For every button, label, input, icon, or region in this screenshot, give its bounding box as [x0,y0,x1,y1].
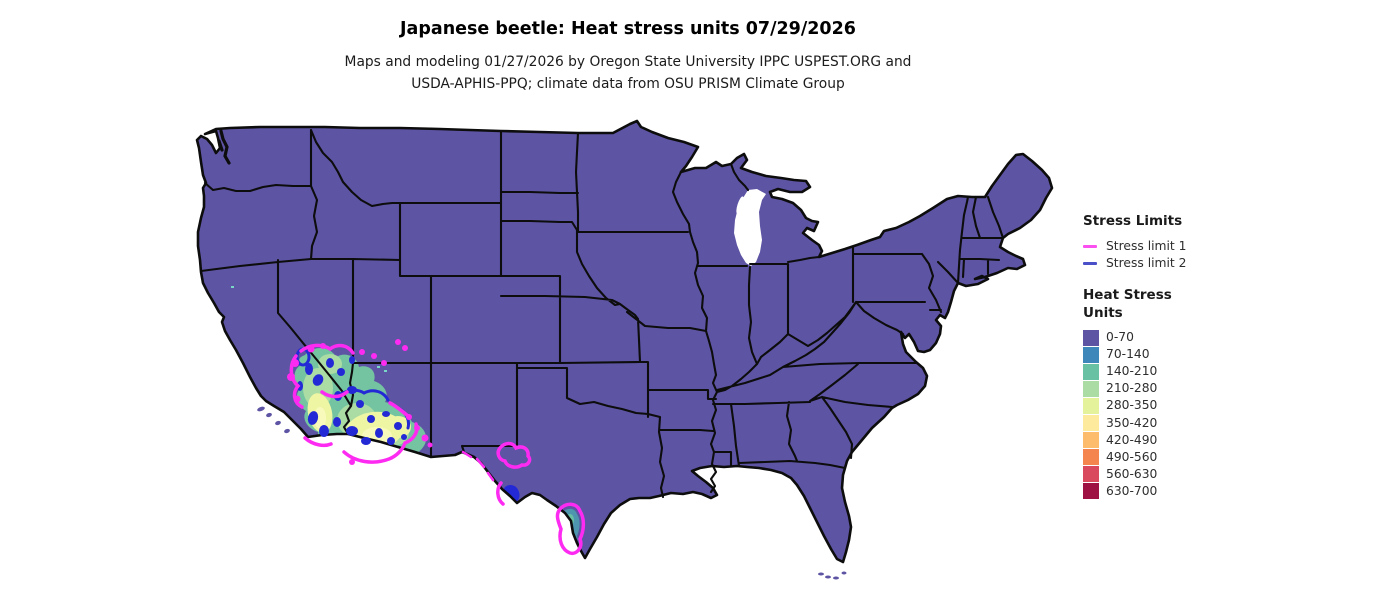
label-490-560: 490-560 [1106,449,1158,464]
stress-limits-heading: Stress Limits [1083,213,1183,229]
label-560-630: 560-630 [1106,466,1158,481]
swatch-350-420 [1083,415,1099,432]
channel-islands [257,406,290,434]
legend-item-stress-limit-2: Stress limit 2 [1083,255,1233,272]
label-630-700: 630-700 [1106,483,1158,498]
state-borders [199,128,1005,499]
page-title: Japanese beetle: Heat stress units 07/29… [400,19,856,39]
swatch-420-490 [1083,432,1099,449]
swatch-210-280 [1083,380,1099,397]
legend: Stress Limits Stress limit 1 Stress limi… [1083,212,1233,500]
label-140-210: 140-210 [1106,364,1158,379]
swatch-280-350 [1083,397,1099,414]
label-70-140: 70-140 [1106,347,1150,362]
swatch-70-140 [1083,346,1099,363]
legend-item-stress-limit-1: Stress limit 1 [1083,238,1233,255]
stress-limit-1-line-swatch [1083,245,1097,248]
florida-keys [818,571,847,580]
heat-stress-units-items: 0-70 70-140 140-210 210-280 280-350 350-… [1083,329,1233,500]
swatch-630-700 [1083,483,1099,500]
header: Japanese beetle: Heat stress units 07/29… [0,16,1256,95]
legend-item-140-210: 140-210 [1083,363,1233,380]
legend-item-490-560: 490-560 [1083,449,1233,466]
label-210-280: 210-280 [1106,381,1158,396]
us-heat-stress-map [183,113,1063,594]
legend-item-70-140: 70-140 [1083,346,1233,363]
heat-stress-units-heading-line2: Units [1083,305,1123,321]
label-350-420: 350-420 [1106,415,1158,430]
hotspot-south-texas-blue [568,541,576,551]
stress-limit-2-label: Stress limit 2 [1106,256,1187,270]
swatch-490-560 [1083,449,1099,466]
puget-sound [217,129,231,165]
page-subtitle-line1: Maps and modeling 01/27/2026 by Oregon S… [344,54,912,70]
label-0-70: 0-70 [1106,330,1134,345]
legend-item-0-70: 0-70 [1083,329,1233,346]
legend-item-280-350: 280-350 [1083,397,1233,414]
stress-limit-1-contours [287,339,586,556]
swatch-140-210 [1083,363,1099,380]
legend-item-630-700: 630-700 [1083,483,1233,500]
swatch-0-70 [1083,329,1099,346]
legend-item-350-420: 350-420 [1083,414,1233,432]
stress-limits-items: Stress limit 1 Stress limit 2 [1083,238,1233,272]
heat-stress-units-heading: Heat Stress Units [1083,286,1233,322]
legend-item-420-490: 420-490 [1083,432,1233,449]
heat-stress-units-heading-line1: Heat Stress [1083,287,1172,303]
stress-limit-1-label: Stress limit 1 [1106,239,1187,253]
lake-michigan [734,189,766,266]
page-subtitle: Maps and modeling 01/27/2026 by Oregon S… [0,51,1256,95]
legend-item-210-280: 210-280 [1083,380,1233,397]
stress-limit-2-line-swatch [1083,262,1097,265]
label-420-490: 420-490 [1106,432,1158,447]
legend-item-560-630: 560-630 [1083,466,1233,483]
us-map-svg [195,119,1054,580]
green-bay [736,196,744,214]
page-subtitle-line2: USDA-APHIS-PPQ; climate data from OSU PR… [411,76,845,92]
label-280-350: 280-350 [1106,398,1158,413]
swatch-560-630 [1083,466,1099,483]
us-land-fill [197,121,1052,562]
